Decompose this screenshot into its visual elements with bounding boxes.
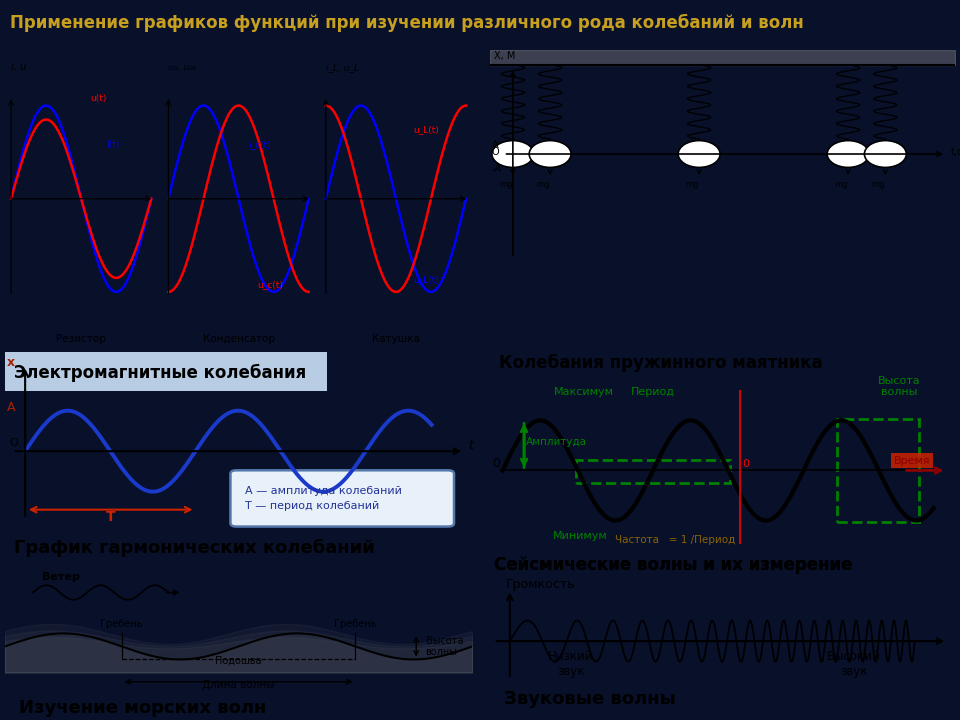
Text: i_L, u_L: i_L, u_L [325,63,359,72]
Text: mg: mg [537,180,550,189]
Text: Применение графиков функций при изучении различного рода колебаний и волн: Применение графиков функций при изучении… [10,14,804,32]
Circle shape [828,140,869,168]
Text: Катушка: Катушка [372,334,420,343]
Text: Гребень: Гребень [334,619,376,629]
Text: u(t): u(t) [90,94,107,103]
Text: Период: Период [631,387,675,397]
Circle shape [492,140,534,168]
Text: O: O [492,148,499,158]
Text: T: T [106,510,115,524]
Text: Изучение морских волн: Изучение морских волн [19,698,266,717]
Text: x: x [7,356,15,369]
Text: Громкость: Громкость [506,578,575,591]
Text: Гребень: Гребень [101,619,143,629]
Text: Ветер: Ветер [42,572,80,582]
Text: Максимум: Максимум [554,387,614,397]
Text: mg: mg [872,180,885,189]
Circle shape [864,140,906,168]
Text: O: O [10,438,18,448]
Text: Длина волны: Длина волны [203,680,275,690]
Text: Сейсмические волны и их измерение: Сейсмические волны и их измерение [494,556,852,575]
FancyBboxPatch shape [230,470,454,526]
Text: i₀₅, u₀₅: i₀₅, u₀₅ [168,63,197,72]
Text: -A: -A [492,164,502,174]
Text: u_L(t): u_L(t) [413,125,439,134]
Text: Высота
волны: Высота волны [425,636,463,657]
Text: Подошва: Подошва [215,655,262,665]
Text: Звуковые волны: Звуковые волны [504,690,676,708]
Text: i_c(t): i_c(t) [248,140,271,150]
Text: Частота   = 1 /Период: Частота = 1 /Период [614,535,735,545]
Circle shape [678,140,720,168]
Text: Низкий
звук: Низкий звук [548,650,593,678]
Text: t: t [468,439,473,452]
Text: X, M: X, M [494,50,516,60]
Text: u_c(t): u_c(t) [257,280,283,289]
Text: Резистор: Резистор [57,334,107,343]
Text: 0: 0 [492,457,500,470]
Text: A: A [7,400,15,414]
Text: A: A [492,140,498,150]
Text: График гармонических колебаний: График гармонических колебаний [14,539,375,557]
Text: Амплитуда: Амплитуда [526,438,588,447]
Text: mg: mg [499,180,513,189]
Text: Время: Время [894,456,930,466]
Text: mg: mg [685,180,699,189]
Text: Высокий
звук: Высокий звук [828,650,881,678]
Text: Минимум: Минимум [553,531,608,541]
Text: mg: mg [834,180,848,189]
Text: Высота
волны: Высота волны [877,376,921,397]
Text: Сейсмические волны и их измерение: Сейсмические волны и их измерение [494,556,852,575]
Text: u_L(t): u_L(t) [413,276,439,284]
Text: t,c: t,c [950,148,960,158]
Text: i(t): i(t) [107,140,119,150]
Text: Электромагнитные колебания: Электромагнитные колебания [14,364,306,382]
Text: А — амплитуда колебаний
Т — период колебаний: А — амплитуда колебаний Т — период колеб… [245,485,401,511]
Text: i, u: i, u [11,62,26,72]
Text: 0: 0 [742,459,749,469]
FancyBboxPatch shape [0,352,327,392]
Circle shape [529,140,571,168]
Text: Конденсатор: Конденсатор [203,334,275,343]
Text: Колебания пружинного маятника: Колебания пружинного маятника [499,354,823,372]
